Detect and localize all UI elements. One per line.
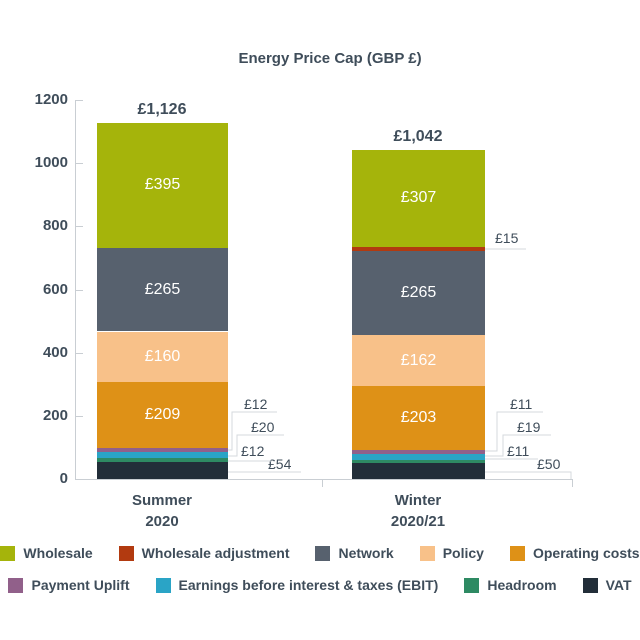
legend-label: Wholesale adjustment bbox=[141, 545, 290, 561]
y-axis-label: 0 bbox=[59, 470, 68, 487]
legend-swatch bbox=[509, 545, 525, 561]
legend-swatch bbox=[315, 545, 331, 561]
callout-label: £12 bbox=[241, 443, 265, 459]
category-label-line2: 2020/21 bbox=[390, 513, 446, 530]
segment-value-label: £395 bbox=[144, 176, 181, 194]
legend-item-earnings-before-interest-taxes-ebit[interactable]: Earnings before interest & taxes (EBIT) bbox=[155, 577, 439, 593]
y-axis-label: 400 bbox=[42, 343, 68, 361]
legend-item-headroom[interactable]: Headroom bbox=[464, 577, 557, 593]
legend-label: Payment Uplift bbox=[31, 577, 130, 593]
legend-label: Headroom bbox=[487, 577, 557, 593]
x-axis-tick bbox=[322, 479, 323, 487]
y-axis-tick bbox=[75, 226, 83, 228]
callout-label: £11 bbox=[510, 396, 533, 412]
category-label-line1: Summer bbox=[131, 492, 193, 509]
bar-segment-network[interactable] bbox=[97, 247, 228, 332]
bar-segment-policy[interactable] bbox=[97, 331, 228, 383]
segment-value-label: £203 bbox=[400, 409, 437, 427]
bar-segment-earnings-before-interest-taxes-ebit[interactable] bbox=[352, 453, 485, 460]
y-axis-tick bbox=[75, 352, 83, 354]
legend-label: Policy bbox=[442, 545, 484, 561]
category-label-line1: Winter bbox=[394, 492, 442, 509]
bar-segment-vat[interactable] bbox=[97, 461, 228, 479]
callout-label: £12 bbox=[244, 396, 268, 412]
segment-value-label: £160 bbox=[144, 347, 181, 365]
y-axis-tick bbox=[75, 163, 83, 165]
legend-swatch bbox=[419, 545, 435, 561]
bar-segment-headroom[interactable] bbox=[352, 459, 485, 464]
y-axis-label: 600 bbox=[42, 280, 68, 298]
legend-label: VAT bbox=[605, 577, 632, 593]
category-label: Winter 2020/21 bbox=[348, 490, 488, 532]
legend-label: Network bbox=[338, 545, 394, 561]
bar-segment-wholesale-adjustment[interactable] bbox=[352, 246, 485, 252]
legend-swatch bbox=[464, 577, 480, 593]
y-axis-tick bbox=[75, 415, 83, 417]
callout-label: £54 bbox=[268, 456, 292, 472]
segment-value-label: £209 bbox=[144, 406, 181, 424]
bar-segment-vat[interactable] bbox=[352, 463, 485, 479]
total-label: £1,126 bbox=[137, 101, 187, 119]
callout-connector bbox=[485, 471, 572, 479]
callout-label: £15 bbox=[495, 230, 519, 246]
y-axis-label: 800 bbox=[42, 217, 68, 235]
segment-value-label: £162 bbox=[400, 351, 437, 369]
legend-item-policy[interactable]: Policy bbox=[419, 545, 484, 561]
y-axis-tick bbox=[75, 289, 83, 291]
y-axis-label: 1200 bbox=[34, 91, 68, 108]
bar-segment-wholesale[interactable] bbox=[352, 149, 485, 247]
bar-segment-operating-costs[interactable] bbox=[352, 386, 485, 451]
y-axis-label: 200 bbox=[42, 406, 68, 424]
segment-value-label: £307 bbox=[400, 189, 437, 207]
bar-segment-wholesale[interactable] bbox=[97, 123, 228, 248]
bar-segment-payment-uplift[interactable] bbox=[97, 448, 228, 452]
chart-title: Energy Price Cap (GBP £) bbox=[238, 50, 422, 67]
legend-label: Earnings before interest & taxes (EBIT) bbox=[178, 577, 439, 593]
bar-segment-operating-costs[interactable] bbox=[97, 382, 228, 449]
legend-item-network[interactable]: Network bbox=[315, 545, 394, 561]
legend-swatch bbox=[155, 577, 171, 593]
legend-swatch bbox=[8, 577, 24, 593]
bar-segment-payment-uplift[interactable] bbox=[352, 450, 485, 454]
legend-item-vat[interactable]: VAT bbox=[582, 577, 632, 593]
callout-label: £11 bbox=[507, 443, 530, 459]
total-label: £1,042 bbox=[393, 127, 443, 145]
legend-label: Wholesale bbox=[23, 545, 93, 561]
callout-label: £50 bbox=[537, 456, 561, 472]
legend-swatch bbox=[118, 545, 134, 561]
x-axis-line bbox=[75, 479, 572, 480]
category-label: Summer 2020 bbox=[92, 490, 232, 532]
x-axis-tick bbox=[572, 479, 573, 487]
callout-label: £19 bbox=[517, 419, 541, 435]
legend-label: Operating costs bbox=[532, 545, 640, 561]
category-label-line2: 2020 bbox=[145, 513, 179, 530]
legend: Wholesale Wholesale adjustment Network Poli… bbox=[0, 545, 640, 593]
bar-segment-headroom[interactable] bbox=[97, 458, 228, 462]
legend-row-1: Wholesale Wholesale adjustment Network Poli… bbox=[0, 545, 640, 561]
bar-segment-earnings-before-interest-taxes-ebit[interactable] bbox=[97, 451, 228, 459]
bar-segment-policy[interactable] bbox=[352, 334, 485, 387]
legend-item-payment-uplift[interactable]: Payment Uplift bbox=[8, 577, 130, 593]
legend-swatch bbox=[0, 545, 16, 561]
y-axis-label: 1000 bbox=[34, 154, 68, 172]
y-axis-tick bbox=[75, 100, 83, 101]
bar-segment-network[interactable] bbox=[352, 251, 485, 335]
legend-row-2: Payment Uplift Earnings before interest &… bbox=[0, 577, 640, 593]
legend-item-wholesale[interactable]: Wholesale bbox=[0, 545, 93, 561]
segment-value-label: £265 bbox=[400, 284, 437, 302]
legend-item-wholesale-adjustment[interactable]: Wholesale adjustment bbox=[118, 545, 290, 561]
legend-swatch bbox=[582, 577, 598, 593]
callout-label: £20 bbox=[251, 419, 275, 435]
legend-item-operating-costs[interactable]: Operating costs bbox=[509, 545, 640, 561]
segment-value-label: £265 bbox=[144, 280, 181, 298]
